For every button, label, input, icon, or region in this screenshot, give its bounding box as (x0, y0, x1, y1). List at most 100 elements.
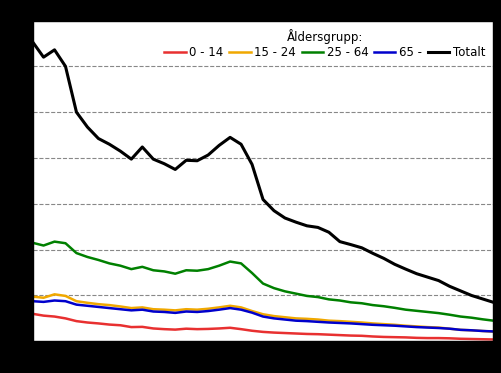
65 - (30, 299, 36, 304)
65 - (490, 329, 496, 334)
0 - 14 (150, 326, 156, 331)
15 - 24 (172, 308, 178, 313)
Totalt (238, 142, 244, 147)
65 - (479, 329, 485, 333)
Totalt (370, 251, 376, 256)
Totalt (468, 293, 474, 298)
Totalt (435, 278, 441, 283)
25 - 64 (227, 259, 233, 264)
65 - (172, 311, 178, 315)
15 - 24 (106, 303, 112, 307)
25 - 64 (414, 308, 420, 313)
Totalt (315, 225, 321, 230)
25 - 64 (315, 295, 321, 299)
25 - 64 (106, 261, 112, 266)
15 - 24 (392, 323, 398, 327)
Line: Totalt: Totalt (33, 42, 493, 303)
15 - 24 (41, 295, 47, 300)
Totalt (106, 142, 112, 147)
Totalt (52, 48, 58, 52)
Totalt (216, 143, 222, 148)
65 - (468, 328, 474, 333)
25 - 64 (457, 314, 463, 319)
0 - 14 (326, 332, 332, 337)
Line: 65 -: 65 - (33, 301, 493, 332)
15 - 24 (293, 316, 299, 321)
15 - 24 (52, 292, 58, 297)
0 - 14 (238, 327, 244, 331)
15 - 24 (490, 329, 496, 334)
25 - 64 (249, 271, 255, 275)
65 - (370, 323, 376, 327)
Totalt (457, 289, 463, 293)
25 - 64 (282, 289, 288, 294)
0 - 14 (271, 330, 277, 335)
Totalt (161, 162, 167, 166)
65 - (74, 303, 80, 307)
0 - 14 (205, 327, 211, 331)
0 - 14 (85, 320, 91, 325)
0 - 14 (282, 331, 288, 335)
15 - 24 (150, 307, 156, 311)
25 - 64 (216, 263, 222, 268)
25 - 64 (139, 264, 145, 269)
65 - (446, 326, 452, 331)
Totalt (128, 157, 134, 162)
15 - 24 (446, 326, 452, 331)
0 - 14 (63, 316, 69, 321)
Totalt (271, 209, 277, 213)
15 - 24 (479, 329, 485, 333)
Line: 0 - 14: 0 - 14 (33, 314, 493, 339)
0 - 14 (30, 311, 36, 316)
15 - 24 (337, 319, 343, 323)
25 - 64 (370, 303, 376, 307)
15 - 24 (304, 317, 310, 321)
15 - 24 (95, 302, 101, 306)
25 - 64 (238, 261, 244, 266)
15 - 24 (370, 321, 376, 326)
25 - 64 (403, 307, 409, 312)
15 - 24 (194, 307, 200, 312)
65 - (304, 319, 310, 323)
Totalt (304, 223, 310, 228)
15 - 24 (315, 317, 321, 322)
25 - 64 (41, 243, 47, 248)
0 - 14 (41, 313, 47, 318)
65 - (260, 314, 266, 319)
Totalt (95, 136, 101, 141)
0 - 14 (315, 332, 321, 336)
25 - 64 (490, 319, 496, 323)
65 - (238, 307, 244, 312)
25 - 64 (337, 298, 343, 303)
0 - 14 (403, 335, 409, 340)
Totalt (403, 267, 409, 272)
15 - 24 (30, 294, 36, 299)
25 - 64 (271, 286, 277, 290)
0 - 14 (249, 329, 255, 333)
25 - 64 (348, 300, 354, 305)
25 - 64 (326, 297, 332, 302)
0 - 14 (490, 337, 496, 342)
15 - 24 (238, 305, 244, 310)
0 - 14 (139, 325, 145, 329)
65 - (381, 323, 387, 327)
Totalt (348, 242, 354, 247)
25 - 64 (446, 313, 452, 317)
15 - 24 (216, 305, 222, 310)
15 - 24 (183, 307, 189, 311)
65 - (139, 307, 145, 312)
65 - (117, 307, 123, 311)
0 - 14 (359, 333, 365, 338)
25 - 64 (435, 311, 441, 315)
Totalt (227, 135, 233, 140)
0 - 14 (446, 336, 452, 341)
15 - 24 (414, 324, 420, 329)
0 - 14 (348, 333, 354, 338)
65 - (414, 325, 420, 329)
15 - 24 (227, 304, 233, 308)
0 - 14 (194, 327, 200, 331)
Totalt (172, 167, 178, 172)
65 - (41, 300, 47, 304)
65 - (435, 326, 441, 330)
0 - 14 (161, 327, 167, 331)
